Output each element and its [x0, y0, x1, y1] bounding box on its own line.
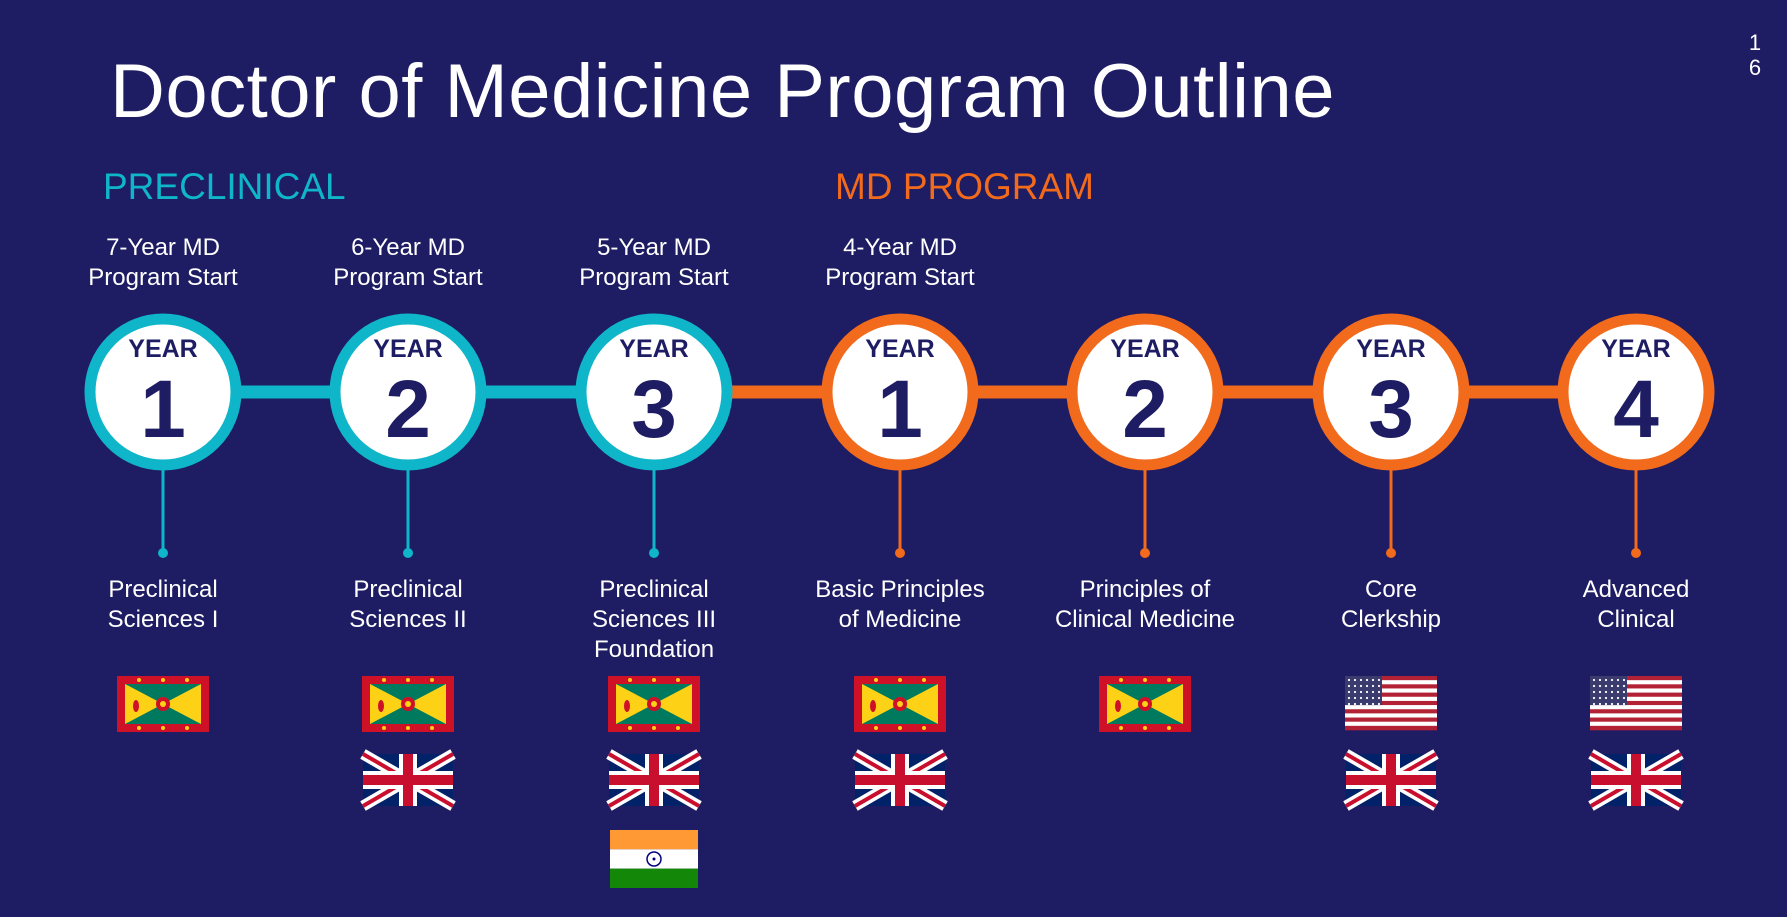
- year-circle: [575, 313, 733, 471]
- uk-flag-icon: [1588, 749, 1684, 811]
- stem-dot: [403, 548, 413, 558]
- uk-flag-icon: [1343, 749, 1439, 811]
- course-label: Basic Principles of Medicine: [815, 576, 985, 633]
- year-number: 4: [1613, 364, 1659, 455]
- course-label: Preclinical Sciences II: [349, 576, 467, 633]
- course-label: Advanced Clinical: [1582, 576, 1690, 633]
- year-label: YEAR: [1356, 335, 1425, 363]
- course-label: Principles of Clinical Medicine: [1054, 576, 1236, 633]
- grenada-flag-icon: [854, 676, 946, 732]
- course-label: Core Clerkship: [1340, 576, 1442, 633]
- year-number: 1: [877, 364, 923, 455]
- year-label: YEAR: [373, 335, 442, 363]
- course-label: Preclinical Sciences I: [107, 576, 219, 633]
- section-label-preclinical: PRECLINICAL: [103, 166, 346, 207]
- grenada-flag-icon: [117, 676, 209, 732]
- year-label: YEAR: [128, 335, 197, 363]
- year-label: YEAR: [865, 335, 934, 363]
- year-label: YEAR: [1601, 335, 1670, 363]
- year-circle: [821, 313, 979, 471]
- course-label: Preclinical Sciences III Foundation: [591, 576, 717, 663]
- usa-flag-icon: [1590, 676, 1682, 731]
- milestone-label: 4-Year MD Program Start: [825, 234, 975, 291]
- usa-flag-icon: [1345, 676, 1437, 731]
- page-title: Doctor of Medicine Program Outline: [110, 49, 1336, 134]
- stem-dot: [158, 548, 168, 558]
- year-label: YEAR: [619, 335, 688, 363]
- year-number: 2: [385, 364, 431, 455]
- uk-flag-icon: [360, 749, 456, 811]
- stem-dot: [1140, 548, 1150, 558]
- year-label: YEAR: [1110, 335, 1179, 363]
- year-circle: [84, 313, 242, 471]
- milestone-label: 6-Year MD Program Start: [333, 234, 483, 291]
- year-number: 1: [140, 364, 186, 455]
- year-circle: [1557, 313, 1715, 471]
- milestone-label: 7-Year MD Program Start: [88, 234, 238, 291]
- year-number: 3: [631, 364, 677, 455]
- section-label-md-program: MD PROGRAM: [835, 166, 1094, 207]
- india-flag-icon: [610, 830, 698, 888]
- grenada-flag-icon: [1099, 676, 1191, 732]
- stem-dot: [895, 548, 905, 558]
- year-number: 3: [1368, 364, 1414, 455]
- grenada-flag-icon: [608, 676, 700, 732]
- year-circle: [329, 313, 487, 471]
- stem-dot: [649, 548, 659, 558]
- uk-flag-icon: [852, 749, 948, 811]
- uk-flag-icon: [606, 749, 702, 811]
- year-circle: [1312, 313, 1470, 471]
- year-circle: [1066, 313, 1224, 471]
- page-number: 1 6: [1748, 30, 1762, 80]
- stem-dot: [1631, 548, 1641, 558]
- milestone-label: 5-Year MD Program Start: [579, 234, 729, 291]
- stem-dot: [1386, 548, 1396, 558]
- year-number: 2: [1122, 364, 1168, 455]
- grenada-flag-icon: [362, 676, 454, 732]
